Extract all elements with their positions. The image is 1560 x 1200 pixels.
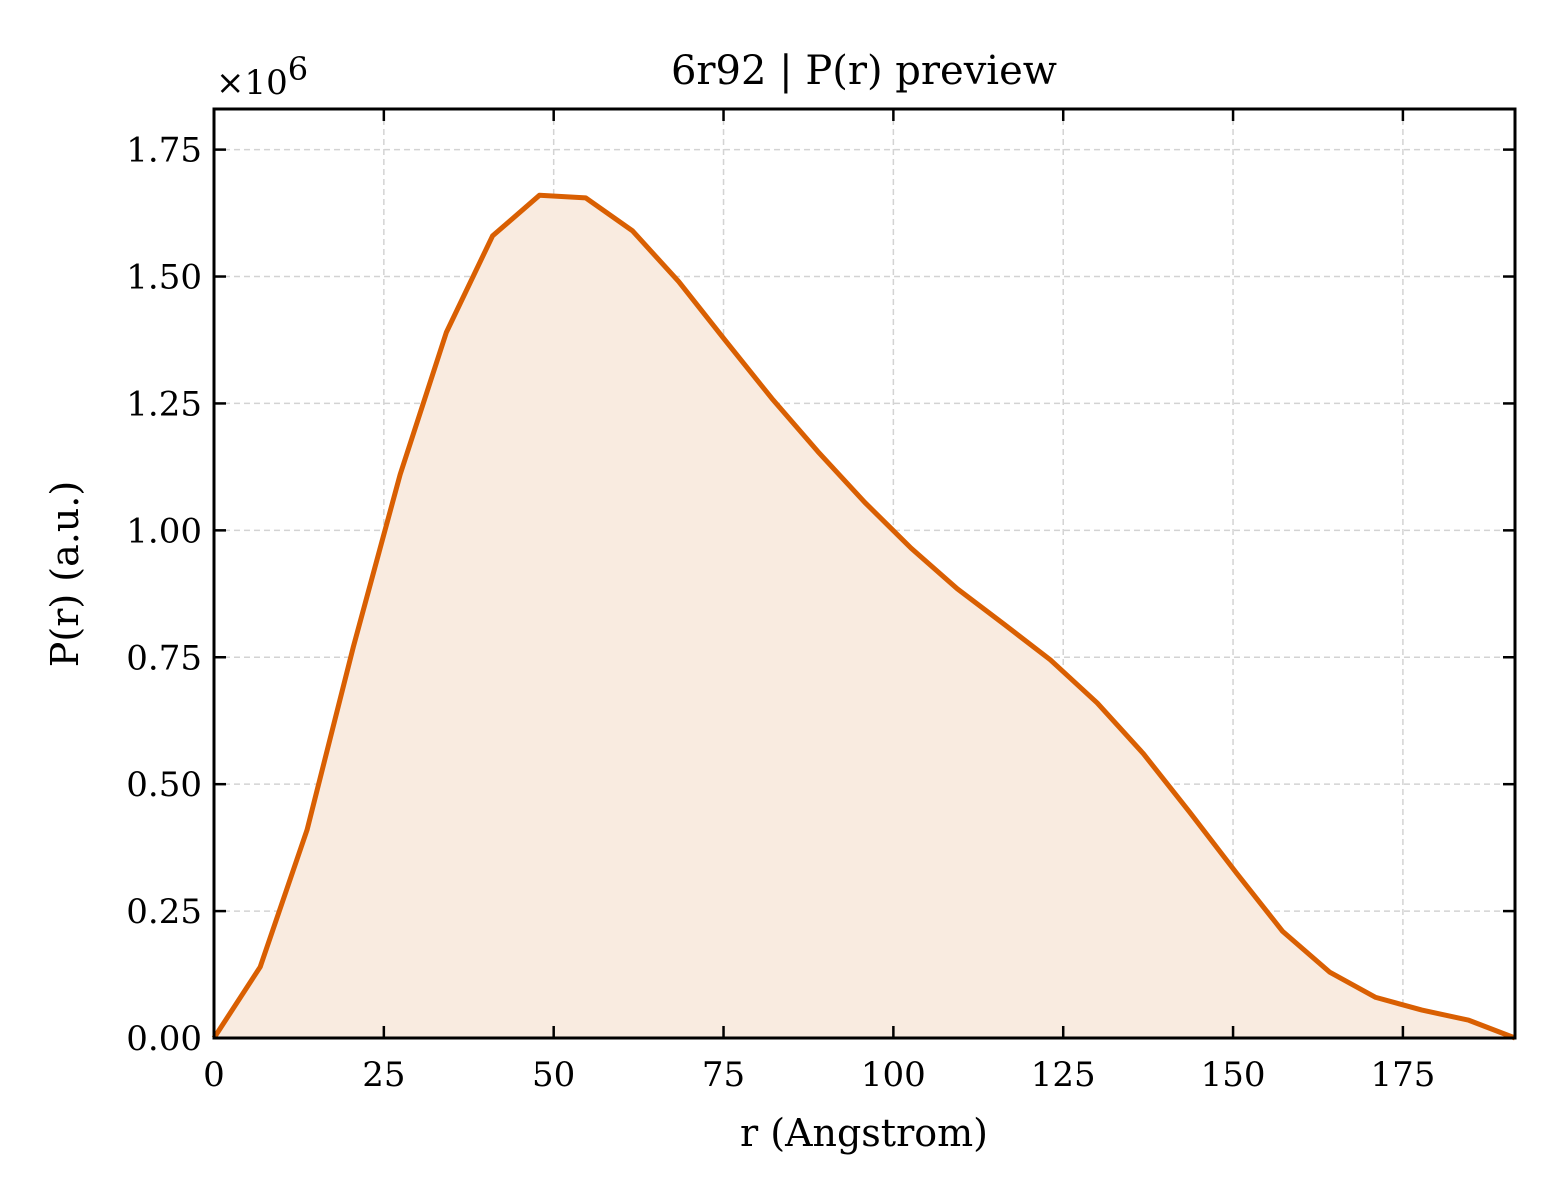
series-fill	[214, 195, 1515, 1039]
x-axis-label: r (Angstrom)	[740, 1111, 988, 1155]
y-multiplier-exponent: 6	[288, 50, 308, 88]
chart-title: 6r92 | P(r) preview	[671, 48, 1057, 94]
x-tick-label: 50	[532, 1055, 575, 1095]
x-tick-label: 75	[702, 1055, 745, 1095]
y-tick-label: 0.25	[126, 892, 202, 932]
y-axis-label: P(r) (a.u.)	[43, 481, 87, 667]
y-tick-label: 0.00	[126, 1019, 202, 1059]
x-tick-label: 25	[362, 1055, 405, 1095]
y-multiplier-base: ×10	[216, 63, 288, 103]
plot-area	[211, 192, 1516, 1041]
y-multiplier: ×106	[216, 50, 308, 103]
y-tick-label: 1.75	[126, 131, 202, 171]
x-tick-label: 150	[1201, 1055, 1266, 1095]
y-tick-label: 0.50	[126, 765, 202, 805]
ticks: 0 25 50 75 100 125 150 175 0.00 0.25 0.50 0.75 1.00 1…	[126, 109, 1515, 1095]
series-line	[211, 192, 1516, 1041]
y-tick-label: 0.75	[126, 638, 202, 678]
x-tick-label: 175	[1370, 1055, 1435, 1095]
y-tick-label: 1.50	[126, 258, 202, 298]
x-tick-label: 125	[1031, 1055, 1096, 1095]
x-tick-label: 0	[203, 1055, 225, 1095]
y-tick-label: 1.00	[126, 511, 202, 551]
axes-frame	[212, 107, 1517, 1040]
y-tick-label: 1.25	[126, 384, 202, 424]
x-tick-label: 100	[861, 1055, 926, 1095]
